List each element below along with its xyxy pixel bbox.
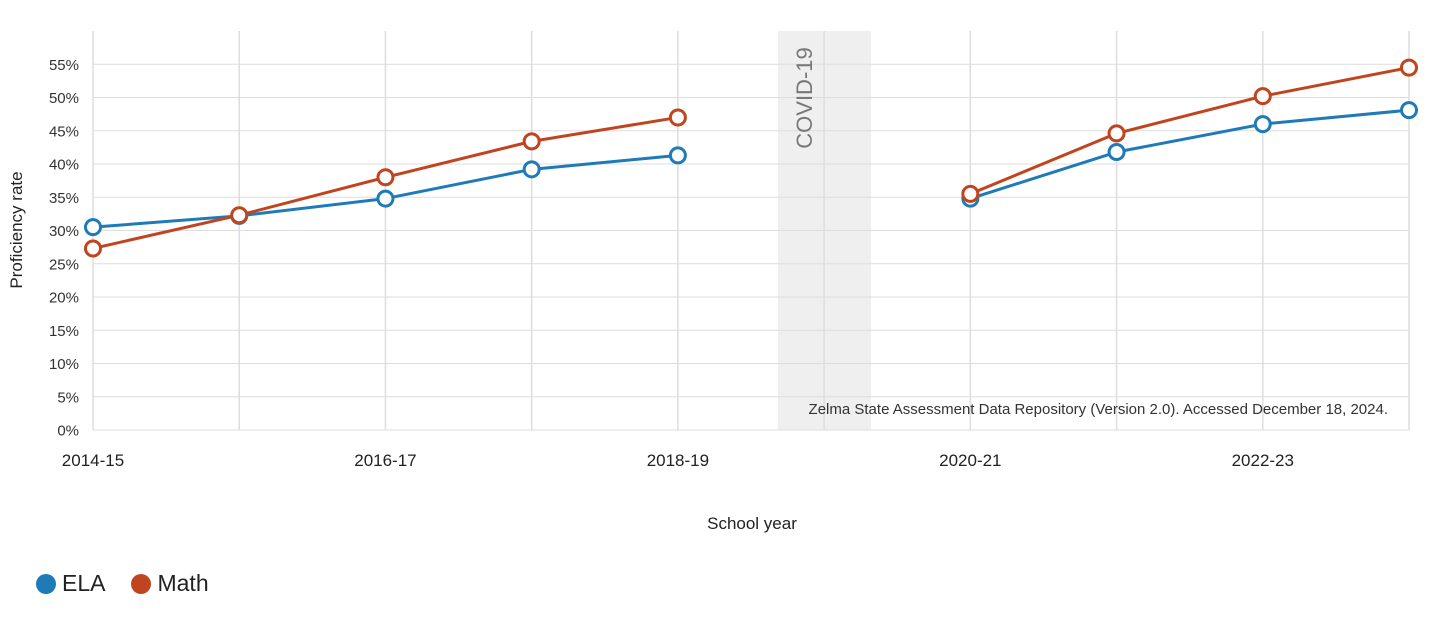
grid [92,31,1410,431]
y-tick-label: 10% [49,356,79,373]
x-tick-label: 2020-21 [939,451,1001,470]
data-point-ela [1253,115,1272,134]
x-axis-ticks: 2014-15 2016-17 2018-19 2020-21 2022-23 [62,451,1294,470]
x-tick-label: 2014-15 [62,451,124,470]
y-tick-label: 5% [57,389,79,406]
data-point-math [1253,87,1272,106]
data-point-math [376,168,395,187]
data-point-math [230,206,249,225]
y-tick-label: 40% [49,157,79,174]
x-tick-label: 2022-23 [1232,451,1294,470]
series-lines [92,66,1410,250]
source-note: Zelma State Assessment Data Repository (… [809,401,1388,418]
legend-label-ela: ELA [62,570,106,596]
data-point-ela [1107,143,1126,162]
y-axis-title: Proficiency rate [7,171,26,288]
legend: ELA Math [36,570,209,597]
y-tick-label: 50% [49,90,79,107]
x-tick-label: 2018-19 [647,451,709,470]
data-point-ela [84,218,102,237]
legend-swatch-ela [36,573,56,594]
legend-swatch-math [131,573,152,594]
series-line-math [969,66,1410,196]
data-point-math [668,108,687,127]
data-point-math [84,239,102,258]
x-axis-title: School year [707,514,797,533]
legend-item-math: Math [131,570,209,597]
series-line-ela [969,108,1410,201]
data-point-math [1107,124,1126,143]
y-tick-label: 20% [49,290,79,307]
data-point-ela [376,189,395,208]
y-tick-label: 30% [49,223,79,240]
covid-band-label: COVID-19 [792,47,817,148]
data-point-ela [1400,101,1418,120]
data-point-math [522,132,541,151]
y-tick-label: 25% [49,256,79,273]
x-tick-label: 2016-17 [354,451,416,470]
data-point-math [1400,58,1418,77]
y-tick-label: 35% [49,190,79,207]
legend-label-math: Math [157,570,209,596]
data-point-math [961,184,980,203]
y-tick-label: 15% [49,323,79,340]
y-tick-label: 0% [57,423,79,440]
data-point-ela [522,160,541,179]
y-axis-ticks: 0% 5% 10% 15% 20% 25% 30% 35% 40% 45% 50% 55% [49,57,79,440]
legend-item-ela: ELA [36,570,105,597]
data-point-ela [668,146,687,165]
y-tick-label: 45% [49,123,79,140]
y-tick-label: 55% [49,57,79,74]
series-points [84,58,1418,258]
